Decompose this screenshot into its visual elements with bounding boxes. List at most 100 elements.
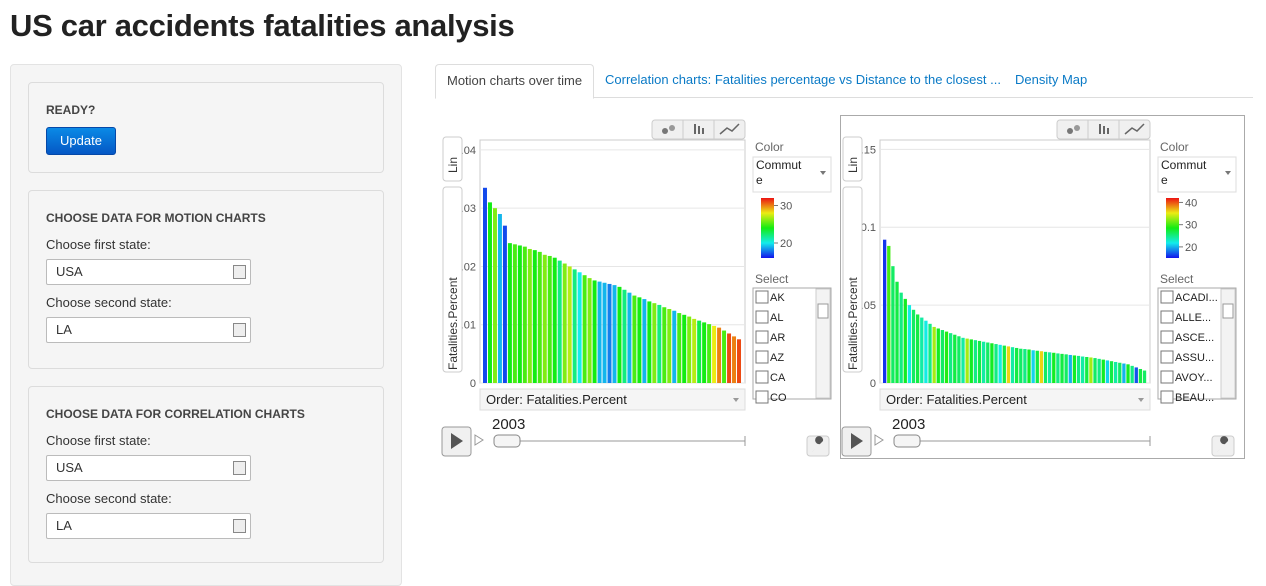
tab[interactable]: Density Map — [1015, 72, 1088, 87]
bar — [973, 340, 978, 383]
motion-chart: 00.050.10.15LinFatalities.PercentColorCo… — [840, 115, 1245, 459]
bar — [953, 334, 957, 383]
checkbox[interactable] — [755, 290, 769, 304]
update-button[interactable]: Update — [46, 127, 116, 155]
y-tick-label: 0 — [870, 378, 876, 390]
dropdown-arrow — [733, 398, 739, 402]
icon — [694, 124, 696, 134]
bar — [632, 295, 637, 383]
select-item: AVOY... — [1175, 372, 1213, 384]
color-dropdown[interactable] — [1157, 156, 1237, 193]
icon — [1124, 123, 1145, 135]
wrench-icon — [812, 436, 824, 452]
tab[interactable]: Motion charts over time — [435, 64, 595, 99]
select-item: ACADI... — [1175, 292, 1218, 304]
bar — [932, 326, 936, 383]
scroll-thumb — [817, 303, 829, 319]
state-select[interactable]: LA — [46, 513, 251, 539]
order-dropdown[interactable] — [879, 388, 1151, 411]
order-dropdown[interactable] — [479, 388, 746, 411]
scale-toggle[interactable] — [842, 136, 863, 182]
bar — [928, 323, 932, 383]
ready-panel: READY? Update — [28, 82, 384, 173]
bar — [677, 313, 682, 383]
checkbox[interactable] — [755, 390, 769, 404]
bar — [961, 337, 965, 383]
bar — [920, 317, 924, 383]
bar — [577, 272, 582, 383]
bar — [692, 318, 697, 383]
bar — [986, 342, 990, 383]
bar — [497, 214, 502, 383]
state-select[interactable]: USA — [46, 455, 251, 481]
bar — [492, 208, 497, 383]
checkbox[interactable] — [1160, 290, 1174, 304]
settings-button[interactable] — [806, 435, 830, 457]
year-label: 2003 — [892, 416, 925, 433]
bar — [512, 244, 517, 383]
checkbox[interactable] — [1160, 310, 1174, 324]
checkbox[interactable] — [755, 370, 769, 384]
bar — [936, 328, 940, 383]
checkbox[interactable] — [1160, 390, 1174, 404]
bar — [944, 331, 949, 383]
bar — [737, 339, 742, 383]
settings-button[interactable] — [1211, 435, 1235, 457]
bar — [1130, 365, 1134, 383]
state-select[interactable]: USA — [46, 259, 251, 285]
select-label: Select — [1160, 272, 1194, 286]
scale-toggle[interactable] — [442, 136, 463, 182]
select-item: AR — [770, 332, 785, 344]
bar — [1114, 361, 1118, 383]
bar — [1056, 353, 1060, 383]
bar — [982, 341, 986, 383]
bar — [1027, 349, 1031, 383]
dropdown-arrow — [820, 171, 826, 175]
bar — [612, 285, 617, 383]
field-label: Choose second state: — [46, 491, 172, 506]
checkbox[interactable] — [1160, 350, 1174, 364]
field-label: Choose first state: — [46, 433, 151, 448]
checkbox[interactable] — [755, 310, 769, 324]
checkbox[interactable] — [1160, 370, 1174, 384]
bar — [532, 250, 537, 383]
bar — [517, 245, 522, 383]
y-label-box — [442, 186, 463, 373]
bar — [940, 330, 945, 383]
bar — [657, 304, 662, 383]
chart-frame — [840, 115, 1245, 459]
play-icon — [851, 433, 863, 449]
bar — [607, 283, 612, 383]
tab[interactable]: Correlation charts: Fatalities percentag… — [605, 72, 1001, 87]
field-label: Choose second state: — [46, 295, 172, 310]
order-label: Order: Fatalities.Percent — [886, 392, 1027, 407]
checkbox[interactable] — [755, 350, 769, 364]
slider-thumb[interactable] — [493, 434, 521, 448]
icon — [669, 125, 675, 131]
color-dropdown[interactable] — [752, 156, 832, 193]
bar — [1039, 351, 1044, 383]
bar — [672, 310, 677, 383]
bar — [617, 286, 622, 383]
checkbox[interactable] — [755, 330, 769, 344]
bar — [682, 314, 687, 383]
checkbox[interactable] — [1160, 330, 1174, 344]
select-item: ASCE... — [1175, 332, 1214, 344]
slider-thumb[interactable] — [893, 434, 921, 448]
panel-heading: READY? — [46, 103, 96, 117]
bar — [687, 316, 692, 383]
select-item: ASSU... — [1175, 352, 1214, 364]
bar — [542, 254, 547, 383]
bar — [1002, 345, 1006, 383]
color-var-box: Commute — [756, 158, 801, 187]
dropdown-arrow — [1138, 398, 1144, 402]
bar — [891, 266, 895, 383]
bar — [1109, 361, 1114, 383]
bar — [887, 245, 891, 383]
bar — [587, 278, 592, 383]
icon — [1107, 128, 1109, 134]
y-axis-label: Fatalities.Percent — [446, 277, 460, 370]
bar — [895, 281, 899, 383]
state-select[interactable]: LA — [46, 317, 251, 343]
